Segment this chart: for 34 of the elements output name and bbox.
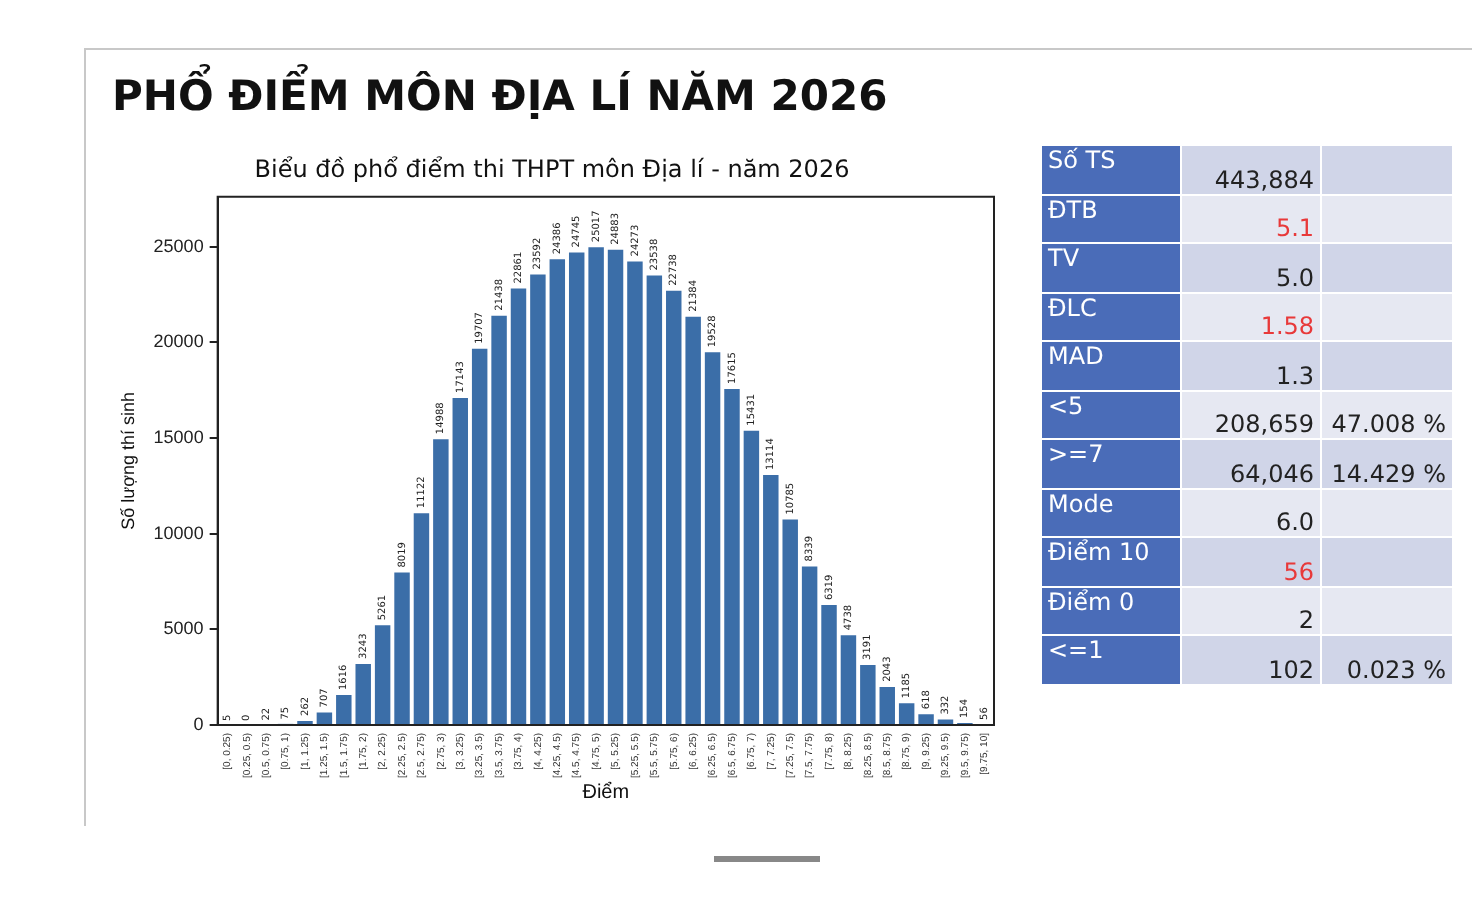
text: 0.023 %: [1346, 655, 1446, 683]
y-tick-label: 20000: [153, 331, 204, 352]
y-tick-label: 15000: [153, 426, 204, 447]
text: Điểm 10: [1048, 538, 1150, 566]
y-tick-label: 0: [193, 713, 204, 734]
text: 102: [1268, 655, 1315, 683]
text: 2: [1298, 606, 1315, 634]
text: 64,046: [1230, 459, 1315, 487]
text: ĐTB: [1048, 195, 1098, 223]
text: <=1: [1048, 636, 1104, 664]
y-tick-label: 10000: [153, 522, 204, 543]
text: Điểm 0: [1048, 587, 1135, 615]
text: 56: [1283, 557, 1315, 585]
text: 443,884: [1214, 165, 1315, 193]
text: 5.0: [1275, 263, 1315, 291]
text: 1.3: [1275, 361, 1315, 389]
y-axis-title: Số lượng thí sinh: [117, 391, 138, 530]
x-axis-title: Điểm: [582, 779, 630, 804]
text: TV: [1048, 244, 1080, 272]
text: ĐLC: [1048, 293, 1097, 321]
text: 47.008 %: [1331, 410, 1446, 438]
text: >=7: [1048, 440, 1104, 468]
text: Số TS: [1048, 146, 1116, 174]
text: 1.58: [1260, 312, 1315, 340]
text: <5: [1048, 391, 1084, 419]
text: 6.0: [1275, 508, 1315, 536]
text: 5.1: [1275, 214, 1315, 242]
text: MAD: [1048, 342, 1104, 370]
chart-title: Biểu đồ phổ điểm thi THPT môn Địa lí - năm 2026: [254, 154, 850, 183]
y-tick-label: 25000: [153, 235, 204, 256]
text: 208,659: [1214, 410, 1315, 438]
text: 14.429 %: [1331, 459, 1446, 487]
y-tick-label: 5000: [163, 618, 204, 639]
text: Mode: [1048, 489, 1114, 517]
